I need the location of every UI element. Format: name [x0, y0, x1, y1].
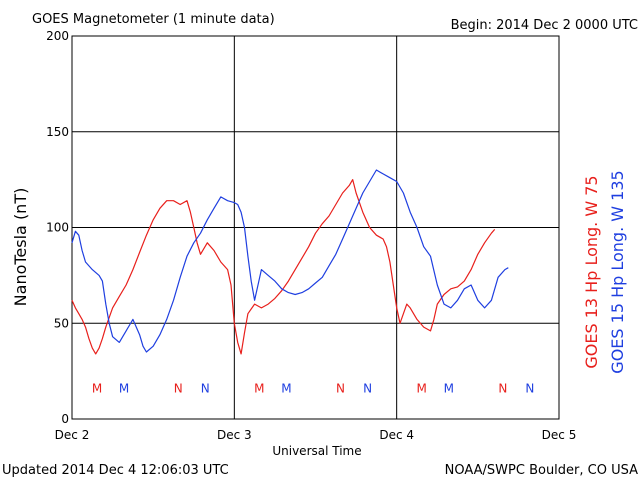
y-tick-label: 150: [46, 125, 69, 139]
y-axis-label: NanoTesla (nT): [11, 188, 30, 307]
x-tick-label: Dec 3: [217, 428, 252, 442]
x-axis-label: Universal Time: [272, 444, 361, 458]
series-line-1: [71, 179, 496, 355]
y-tick-label: 100: [46, 221, 69, 235]
mn-marker: M: [92, 381, 102, 395]
legend: GOES 13 Hp Long. W 75 GOES 15 Hp Long. W …: [582, 170, 627, 373]
begin-time: Begin: 2014 Dec 2 0000 UTC: [451, 18, 638, 33]
series-lines: [71, 169, 509, 355]
mn-marker: N: [201, 381, 210, 395]
legend-entry-2: GOES 15 Hp Long. W 135: [608, 170, 627, 373]
mn-marker: N: [363, 381, 372, 395]
mn-marker: M: [444, 381, 454, 395]
mn-marker: M: [281, 381, 291, 395]
mn-marker: N: [336, 381, 345, 395]
chart-title: GOES Magnetometer (1 minute data): [32, 12, 275, 27]
updated-time: Updated 2014 Dec 4 12:06:03 UTC: [2, 463, 229, 478]
y-tick-labels: 0 50 100 150 200: [46, 29, 69, 426]
legend-entry-1: GOES 13 Hp Long. W 75: [582, 175, 601, 368]
grid: [72, 36, 559, 419]
mn-marker: N: [498, 381, 507, 395]
x-tick-label: Dec 2: [55, 428, 90, 442]
y-tick-label: 200: [46, 29, 69, 43]
series-line-2: [71, 169, 509, 353]
mn-marker: N: [174, 381, 183, 395]
mn-marker: N: [525, 381, 534, 395]
x-tick-label: Dec 4: [379, 428, 414, 442]
x-tick-label: Dec 5: [542, 428, 577, 442]
credit: NOAA/SWPC Boulder, CO USA: [445, 463, 638, 478]
mn-marker: M: [119, 381, 129, 395]
mn-marker: M: [417, 381, 427, 395]
mn-marker: M: [254, 381, 264, 395]
y-tick-label: 0: [61, 412, 69, 426]
x-tick-labels: Dec 2 Dec 3 Dec 4 Dec 5: [55, 428, 577, 442]
y-tick-label: 50: [54, 316, 69, 330]
